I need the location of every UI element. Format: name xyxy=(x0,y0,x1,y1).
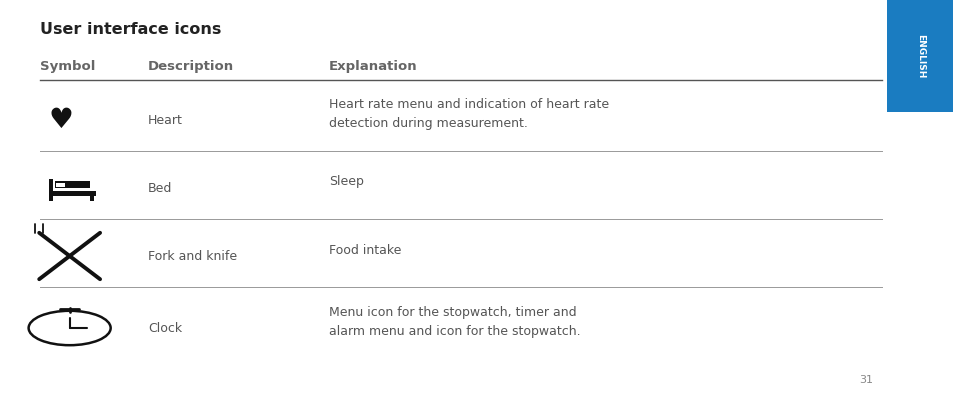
Bar xyxy=(55,181,90,188)
Bar xyxy=(49,191,96,196)
Text: ENGLISH: ENGLISH xyxy=(915,34,924,78)
Text: Clock: Clock xyxy=(148,322,182,334)
Bar xyxy=(49,180,53,196)
Text: 31: 31 xyxy=(858,375,872,385)
Bar xyxy=(49,196,53,201)
Text: Food intake: Food intake xyxy=(329,244,401,256)
Text: User interface icons: User interface icons xyxy=(40,22,221,37)
Text: Heart rate menu and indication of heart rate
detection during measurement.: Heart rate menu and indication of heart … xyxy=(329,98,609,130)
Bar xyxy=(90,196,94,201)
Bar xyxy=(55,183,65,187)
Text: Heart: Heart xyxy=(148,114,183,126)
Text: Description: Description xyxy=(148,60,233,73)
Bar xyxy=(886,0,953,112)
Text: ♥: ♥ xyxy=(49,106,73,134)
Text: Sleep: Sleep xyxy=(329,176,364,188)
Text: Explanation: Explanation xyxy=(329,60,417,73)
Text: Bed: Bed xyxy=(148,182,172,194)
Text: Fork and knife: Fork and knife xyxy=(148,250,236,262)
Text: Symbol: Symbol xyxy=(40,60,95,73)
Text: Menu icon for the stopwatch, timer and
alarm menu and icon for the stopwatch.: Menu icon for the stopwatch, timer and a… xyxy=(329,306,580,338)
